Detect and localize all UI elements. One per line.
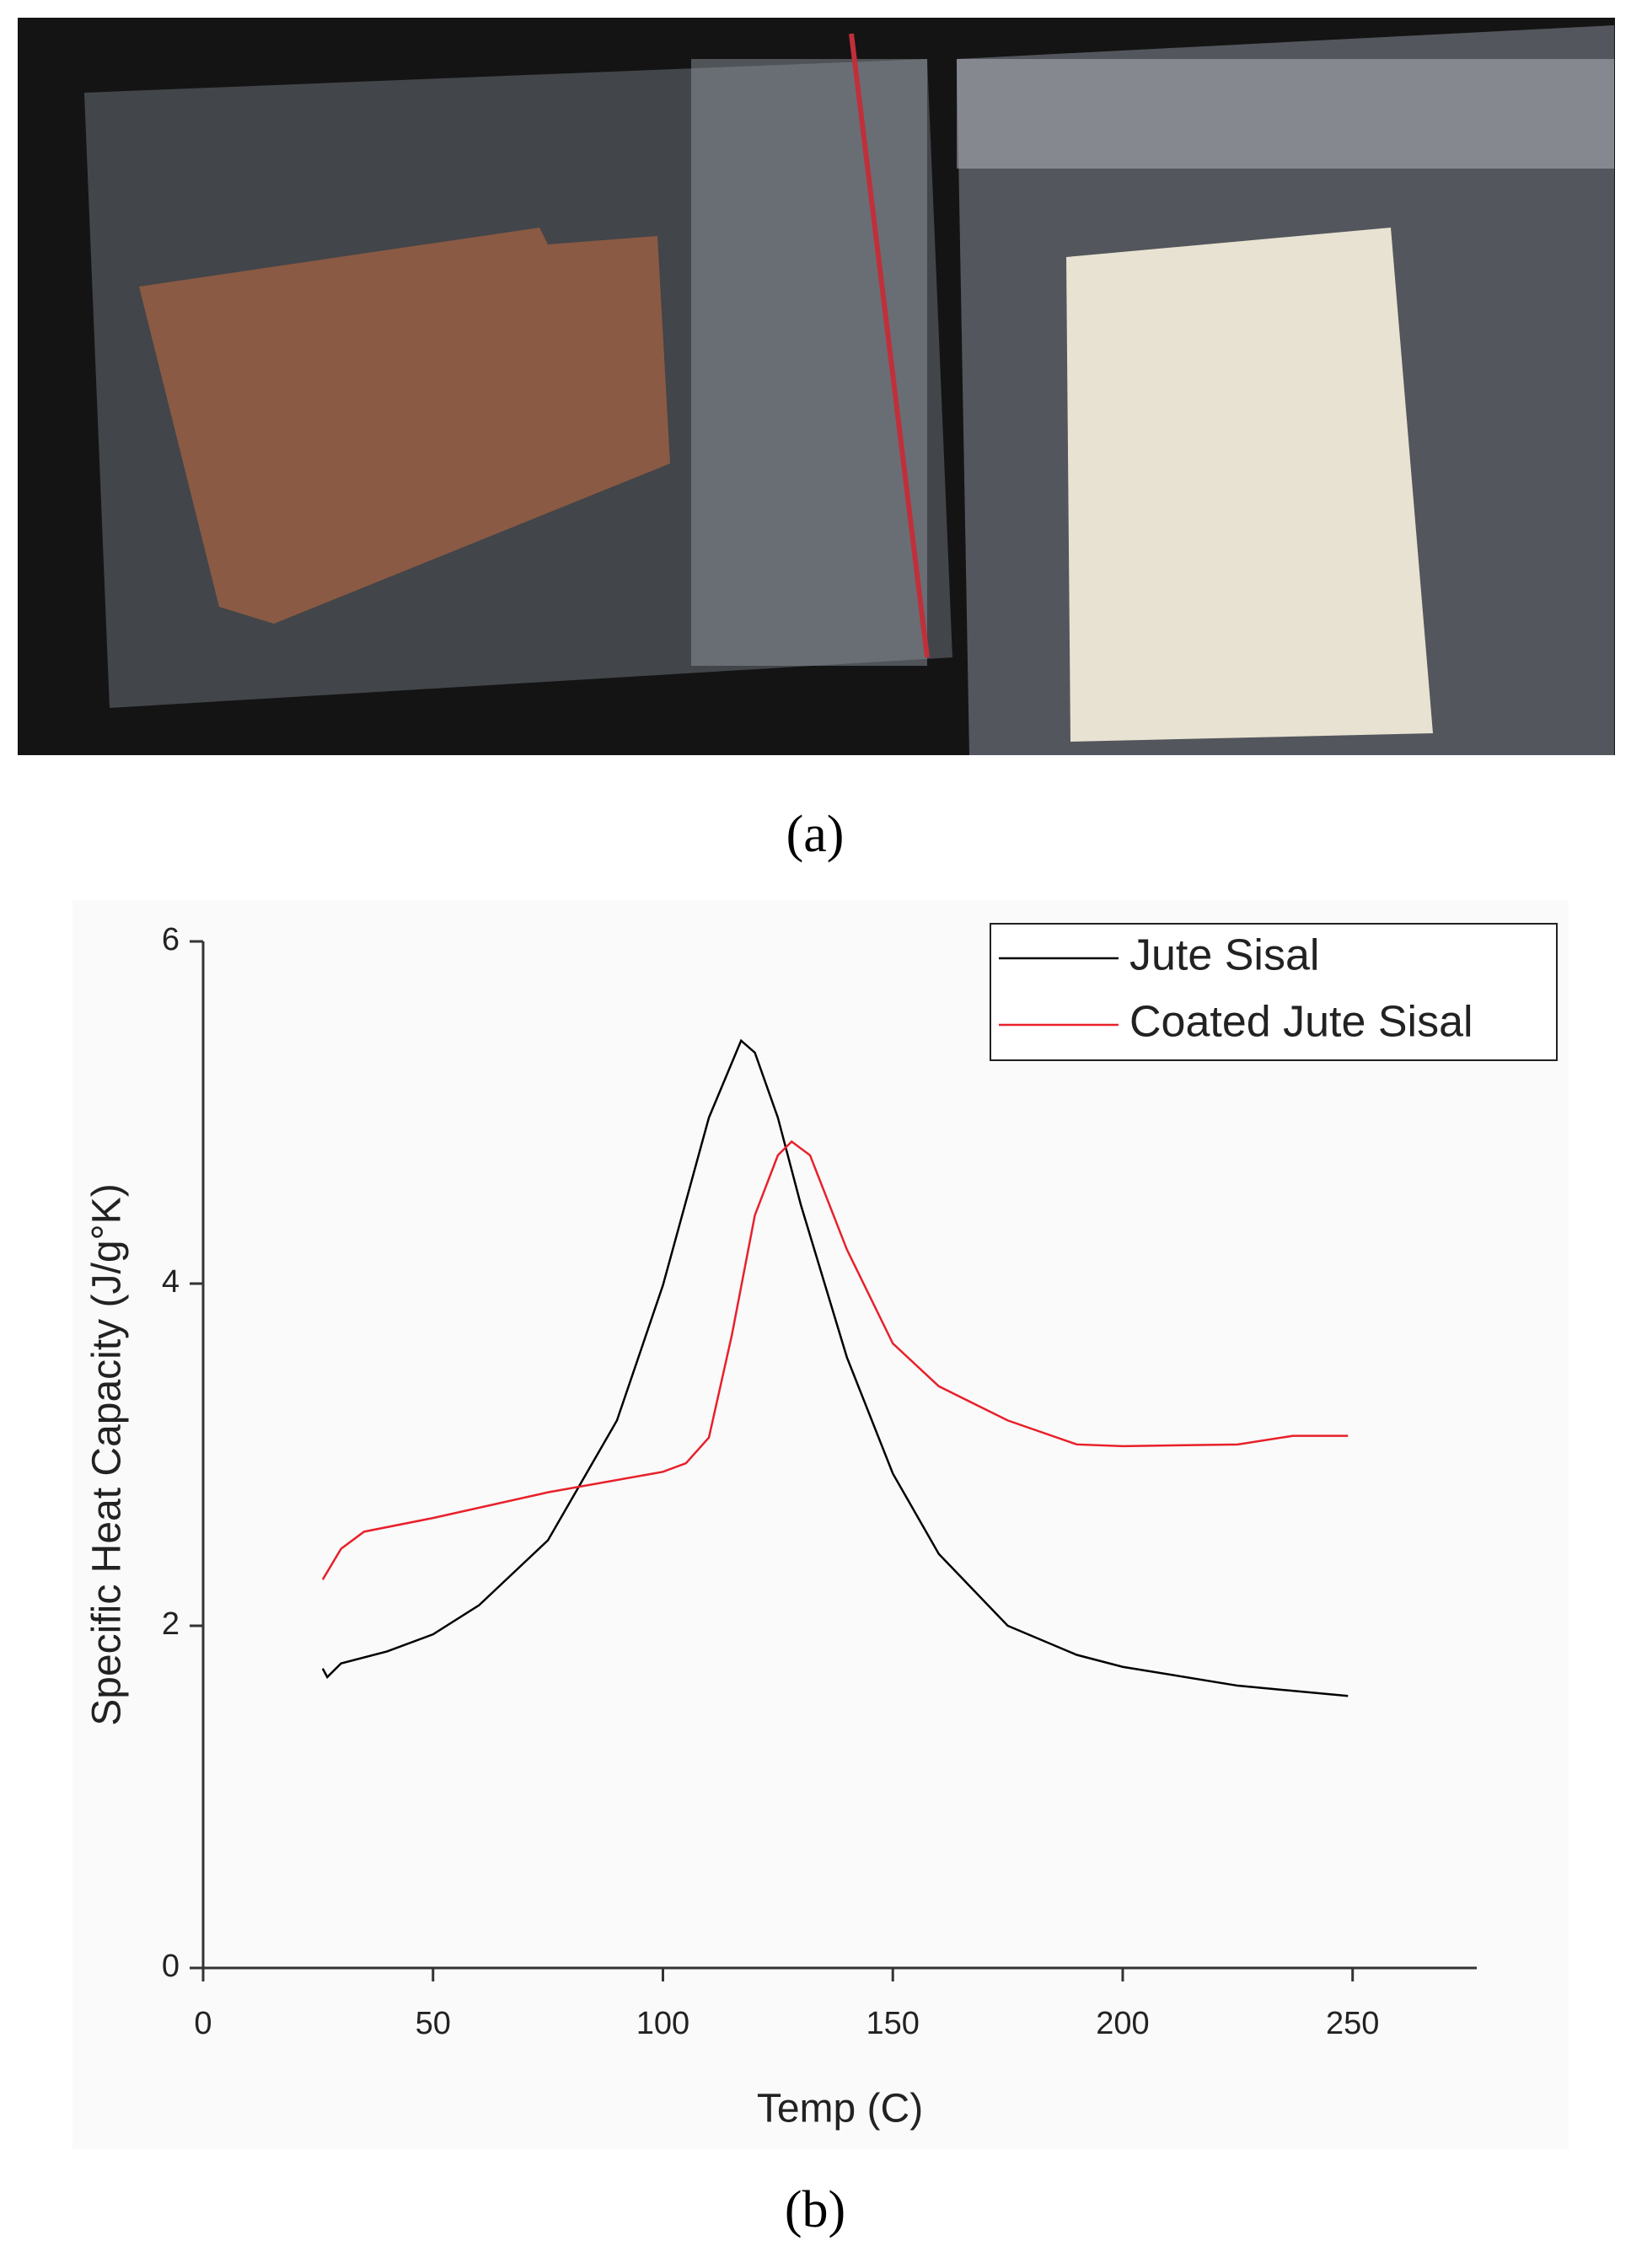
y-axis-title: Specific Heat Capacity (J/g°K) (85, 1183, 130, 1725)
x-tick-label: 150 (866, 2006, 920, 2041)
legend-box (990, 923, 1558, 1061)
x-tick-label: 50 (416, 2006, 451, 2041)
y-tick-label: 4 (162, 1264, 180, 1300)
y-tick-label: 6 (162, 922, 180, 957)
panel-label: (b) (785, 2181, 845, 2239)
x-tick-label: 100 (636, 2006, 689, 2041)
data-line (321, 1139, 1349, 1580)
x-tick-label: 200 (1096, 2006, 1149, 2041)
brown-fabric (139, 228, 670, 624)
white-fabric (1066, 228, 1433, 742)
x-axis-title: Temp (C) (757, 2087, 923, 2131)
red-line (849, 33, 930, 658)
panel-label: (a) (786, 806, 845, 863)
data-line (321, 1038, 1349, 1697)
zip-strip (691, 59, 927, 666)
x-tick-label: 0 (194, 2006, 212, 2041)
legend-label: Coated Jute Sisal (1129, 998, 1473, 1047)
chart-background (72, 900, 1569, 2149)
y-tick-label: 0 (162, 1949, 180, 1984)
y-tick-label: 2 (162, 1606, 180, 1642)
x-tick-label: 250 (1326, 2006, 1379, 2041)
zip-top (957, 59, 1614, 169)
legend-label: Jute Sisal (1129, 931, 1319, 980)
photo (18, 18, 1615, 755)
